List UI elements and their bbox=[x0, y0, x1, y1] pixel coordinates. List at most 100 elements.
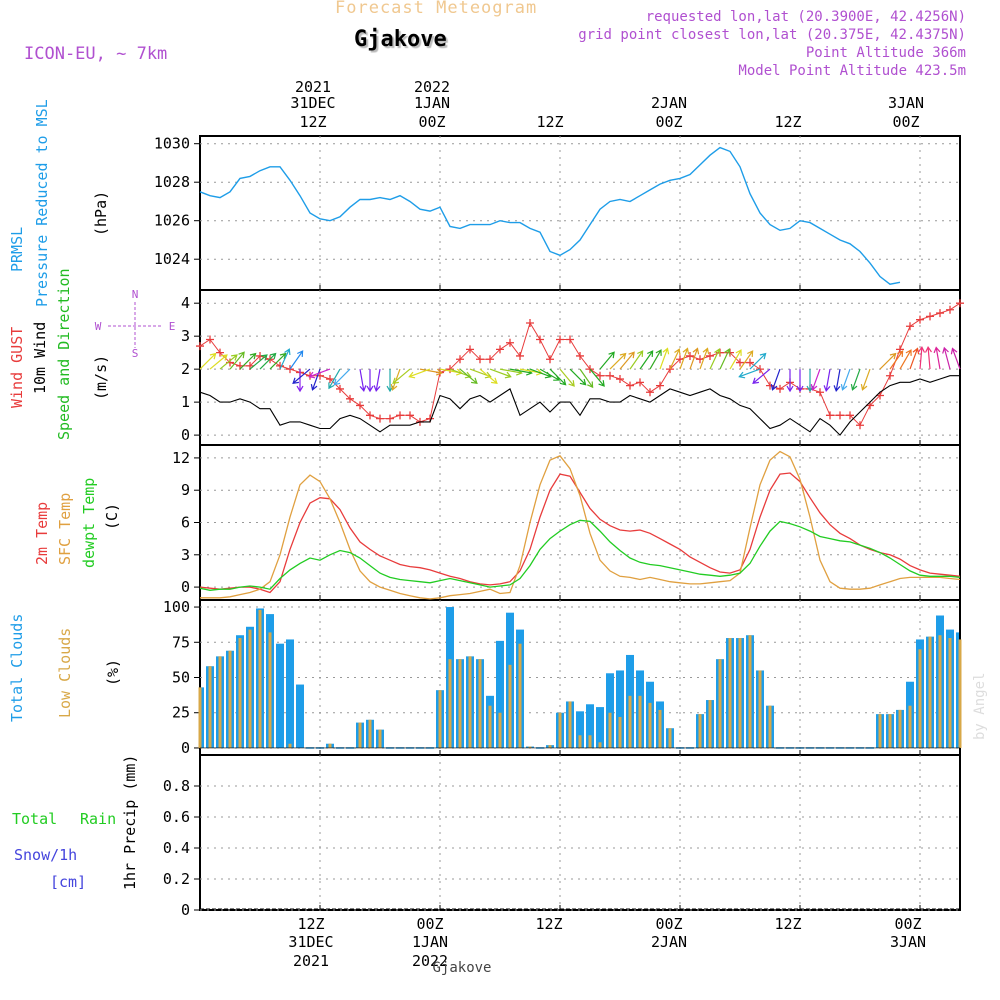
low-clouds-bar bbox=[588, 735, 592, 748]
compass-south: S bbox=[132, 347, 139, 360]
wind-unit-label: (m/s) bbox=[92, 355, 110, 400]
wind-direction-arrow bbox=[639, 350, 654, 370]
wind-direction-arrow bbox=[296, 369, 304, 393]
snow-label: Snow/1h bbox=[14, 846, 77, 864]
low-clouds-bar bbox=[938, 635, 942, 748]
precip-panel-labels: Total Rain Snow/1h [cm] 1hr Precip (mm) bbox=[12, 755, 139, 891]
top-tick-label-12z-31dec-year: 2021 bbox=[295, 78, 331, 96]
gust-point bbox=[676, 355, 684, 364]
low-clouds-bar bbox=[628, 695, 632, 748]
wind-direction-arrow bbox=[786, 369, 794, 393]
low-clouds-bar bbox=[718, 659, 722, 748]
gust-point bbox=[886, 371, 894, 380]
low-clouds-bar bbox=[248, 629, 252, 748]
wind-direction-arrow bbox=[408, 368, 431, 379]
wind-direction-arrow bbox=[359, 368, 367, 392]
low-clouds-bar bbox=[288, 743, 292, 748]
clouds-ytick-label: 25 bbox=[172, 704, 190, 722]
pressure-ytick-label: 1024 bbox=[154, 250, 190, 268]
gust-point bbox=[536, 335, 544, 344]
temperature-ytick-label: 3 bbox=[181, 546, 190, 564]
temp-unit-label: (C) bbox=[103, 503, 121, 530]
low-clouds-bar bbox=[328, 743, 332, 748]
gust-point bbox=[476, 355, 484, 364]
location-name: Gjakove bbox=[354, 27, 447, 52]
wind-direction-arrow bbox=[738, 368, 761, 379]
wind-direction-arrow bbox=[269, 352, 287, 370]
low-clouds-bar bbox=[448, 659, 452, 748]
model-name: ICON-EU, ~ 7km bbox=[24, 44, 168, 64]
wind-direction-arrow bbox=[850, 368, 861, 391]
wind-direction-arrow bbox=[749, 352, 767, 370]
clouds-ytick-label: 0 bbox=[181, 739, 190, 757]
gust-point bbox=[326, 375, 334, 384]
clouds-panel-labels: Total Clouds Low Clouds (%) bbox=[8, 614, 122, 722]
clouds-ytick-label: 100 bbox=[163, 598, 190, 616]
gust-point bbox=[906, 322, 914, 331]
gust-point bbox=[496, 345, 504, 354]
gust-point bbox=[616, 375, 624, 384]
wind-direction-arrow bbox=[279, 348, 291, 370]
wind-direction-arrow bbox=[289, 350, 304, 370]
gust-point bbox=[746, 358, 754, 367]
wind-direction-arrow bbox=[229, 351, 245, 370]
wind-direction-arrow bbox=[889, 350, 904, 370]
total-clouds-bar bbox=[286, 639, 294, 748]
header-title: Forecast Meteogram bbox=[335, 0, 538, 18]
wind-direction-arrow bbox=[249, 354, 268, 370]
gust-point bbox=[946, 305, 954, 314]
top-tick-label-12z-1jan-time: 12Z bbox=[536, 113, 563, 131]
wind-direction-arrow bbox=[659, 347, 670, 370]
gust-point bbox=[196, 342, 204, 351]
gust-point bbox=[466, 345, 474, 354]
low-clouds-bar bbox=[728, 638, 732, 748]
gust-point bbox=[286, 365, 294, 374]
wind-direction-arrow bbox=[719, 348, 731, 370]
pressure-unit-label: (hPa) bbox=[92, 191, 110, 236]
gust-point bbox=[696, 355, 704, 364]
bottom-tick-label-00z-3jan-time: 00Z bbox=[894, 915, 921, 933]
low-clouds-bar bbox=[358, 722, 362, 748]
low-clouds-bar bbox=[548, 745, 552, 748]
wind-direction-arrow bbox=[366, 369, 374, 393]
bottom-tick-label-00z-1jan-year: 2022 bbox=[412, 952, 448, 970]
grid-point-coords: grid point closest lon,lat (20.375E, 42.… bbox=[578, 27, 966, 43]
low-clouds-bar bbox=[948, 638, 952, 748]
clouds-unit-label: (%) bbox=[104, 659, 122, 686]
low-clouds-bar bbox=[768, 705, 772, 748]
gust-point bbox=[856, 421, 864, 430]
bottom-tick-label-12z-1jan-time: 12Z bbox=[535, 915, 562, 933]
low-clouds-bar bbox=[508, 664, 512, 748]
wind-direction-arrow bbox=[373, 368, 381, 392]
low-clouds-bar bbox=[218, 656, 222, 748]
top-time-axis: 2021 31DEC 12Z 2022 1JAN 00Z 12Z 2JAN 00… bbox=[290, 78, 924, 131]
wind-gust-label: Wind GUST bbox=[8, 327, 26, 408]
pressure-panel-frame bbox=[199, 135, 961, 291]
wind-direction-arrow bbox=[796, 369, 804, 393]
low-clouds-bar bbox=[658, 709, 662, 748]
precipitation-ytick-label: 0.4 bbox=[163, 839, 190, 857]
gust-point bbox=[506, 338, 514, 347]
gust-point bbox=[386, 414, 394, 423]
wind-direction-arrow bbox=[619, 351, 635, 370]
gust-point bbox=[596, 371, 604, 380]
top-tick-label-00z-1jan-time: 00Z bbox=[418, 113, 445, 131]
low-clouds-bar bbox=[478, 659, 482, 748]
wind-direction-arrow bbox=[219, 354, 238, 370]
wind-direction-arrow bbox=[699, 347, 710, 370]
plots-layer bbox=[196, 146, 964, 910]
pressure-ytick-label: 1030 bbox=[154, 135, 190, 153]
low-clouds-bar bbox=[928, 636, 932, 748]
gust-point bbox=[636, 378, 644, 387]
low-clouds-bar bbox=[498, 712, 502, 748]
wind-direction-arrow bbox=[629, 350, 644, 370]
wind-direction-arrow bbox=[924, 346, 932, 370]
gust-point bbox=[216, 348, 224, 357]
wind-panel-labels: Wind GUST 10m Wind Speed and Direction (… bbox=[8, 268, 110, 440]
low-clouds-bar bbox=[368, 719, 372, 748]
pressure-ytick-label: 1026 bbox=[154, 212, 190, 230]
clouds-ytick-label: 75 bbox=[172, 633, 190, 651]
bottom-tick-label-12z-31dec-time: 12Z bbox=[297, 915, 324, 933]
low-clouds-bar bbox=[378, 729, 382, 748]
